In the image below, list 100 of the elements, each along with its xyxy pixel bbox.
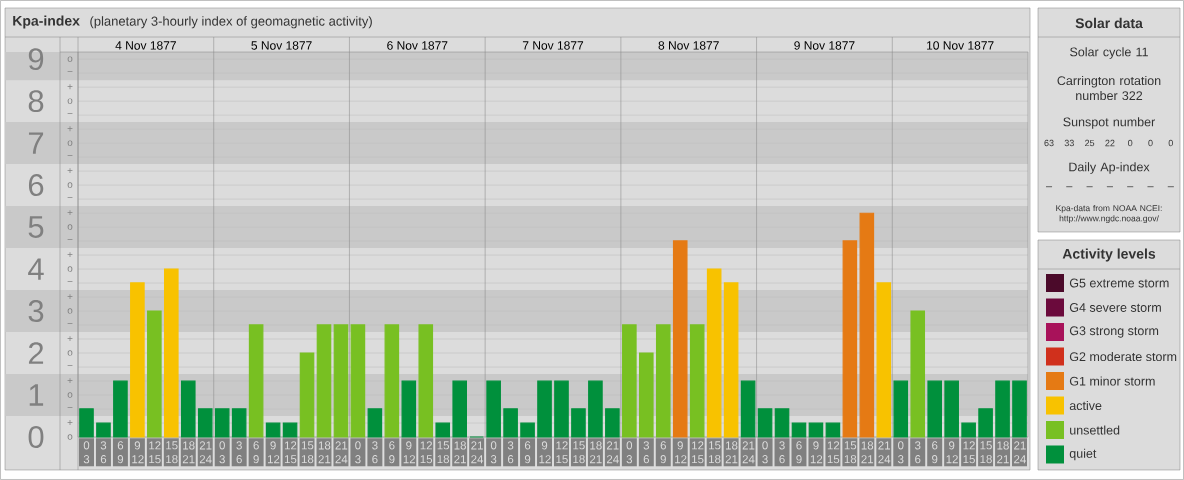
bar	[537, 380, 552, 438]
text: +	[67, 336, 73, 342]
x-tick-label: 0 3	[219, 441, 225, 464]
bar	[147, 310, 162, 438]
x-tick-label: 18 21	[725, 441, 738, 464]
x-tick-label: 9 12	[539, 441, 551, 464]
bar	[401, 380, 417, 438]
text: –	[1066, 186, 1073, 188]
text: Daily Ap-index	[1069, 162, 1150, 174]
x-tick-label: 18 21	[182, 441, 195, 464]
text: 4 Nov 1877	[115, 41, 176, 50]
bar	[978, 408, 993, 438]
x-tick-label: 9 12	[267, 441, 280, 464]
bar	[282, 422, 298, 438]
text: 0	[1168, 139, 1173, 147]
y-tick-label: 1	[29, 384, 44, 406]
bar	[740, 380, 756, 438]
x-tick-label: 9 12	[403, 441, 416, 464]
y-tick-label: 5	[28, 216, 44, 238]
bar	[418, 324, 434, 438]
bar	[605, 408, 620, 438]
x-tick-label: 9 12	[675, 441, 687, 464]
text: –	[1086, 186, 1093, 188]
legend-label: G4 severe storm	[1069, 303, 1161, 312]
text: o	[67, 56, 73, 62]
legend-label: quiet	[1069, 448, 1097, 461]
text: 10 Nov 1877	[927, 41, 994, 50]
bar	[180, 380, 196, 438]
text: o	[67, 308, 73, 314]
x-tick-label: 12 15	[556, 441, 568, 464]
x-tick-label: 15 18	[573, 441, 585, 464]
text: −	[67, 239, 73, 240]
x-tick-label: 6 9	[796, 441, 802, 464]
text: 0	[1148, 139, 1153, 147]
text: o	[67, 224, 73, 230]
x-tick-label: 18 21	[590, 441, 602, 464]
legend-label: G3 strong storm	[1069, 326, 1159, 338]
x-tick-label: 18 21	[861, 441, 874, 464]
x-tick-label: 15 18	[709, 441, 721, 464]
bar	[265, 422, 281, 438]
x-tick-label: 3 6	[914, 441, 921, 464]
x-tick-label: 0 3	[626, 441, 633, 464]
x-tick-label: 3 6	[779, 441, 785, 464]
text: o	[67, 266, 73, 272]
bar	[706, 268, 722, 438]
legend-label: active	[1069, 400, 1102, 411]
x-tick-label: 6 9	[932, 441, 938, 464]
x-tick-label: 21 24	[742, 441, 755, 464]
y-tick-label: 0	[28, 426, 44, 448]
y-tick-label: 7	[28, 132, 44, 154]
y-tick-label: 4	[28, 258, 44, 280]
text: Kpa-data from NOAA NCEI: http://www.ngdc.noaa.gov/	[1056, 204, 1162, 224]
text: 6 Nov 1877	[387, 41, 448, 50]
text: o	[67, 434, 73, 440]
x-tick-label: 21 24	[199, 441, 212, 464]
x-tick-label: 6 9	[524, 441, 531, 464]
bar	[130, 282, 145, 438]
legend-label: unsettled	[1070, 425, 1120, 435]
legend-label: G1 minor storm	[1069, 376, 1155, 386]
text: +	[67, 84, 73, 90]
text: 9 Nov 1877	[794, 41, 855, 50]
legend-label: G2 moderate storm	[1069, 351, 1177, 362]
text: Sunspot number	[1063, 117, 1156, 129]
bar	[1012, 380, 1027, 438]
x-tick-label: 15 18	[437, 441, 450, 464]
x-tick-label: 18 21	[318, 441, 331, 464]
text: −	[67, 113, 73, 114]
text: +	[67, 252, 73, 258]
chart-title: Kpa-index	[13, 15, 80, 29]
bar	[859, 212, 875, 438]
bar	[197, 408, 213, 438]
text: 5 Nov 1877	[251, 41, 312, 50]
x-tick-label: 6 9	[389, 441, 395, 464]
text: −	[67, 71, 73, 73]
x-tick-label: 3 6	[507, 441, 514, 464]
x-tick-label: 18 21	[997, 441, 1009, 464]
bar	[571, 408, 586, 438]
x-tick-label: 21 24	[471, 441, 484, 464]
text: −	[67, 155, 73, 156]
x-tick-label: 9 12	[810, 441, 823, 464]
x-tick-label: 0 3	[898, 441, 904, 464]
text: Solar data	[1075, 17, 1143, 29]
chart-subtitle: (planetary 3-hourly index of geomagnetic activity)	[90, 16, 372, 29]
x-tick-label: 0 3	[355, 441, 361, 464]
text: 7 Nov 1877	[522, 41, 584, 50]
text: −	[67, 365, 73, 366]
x-tick-label: 3 6	[372, 441, 378, 464]
bar	[808, 422, 824, 438]
bar	[876, 282, 892, 438]
text: –	[1127, 186, 1134, 188]
bar	[961, 422, 976, 438]
x-tick-label: 21 24	[878, 441, 891, 464]
x-tick-label: 9 12	[946, 441, 958, 464]
text: o	[67, 392, 73, 398]
y-tick-label: 3	[28, 300, 44, 323]
text: –	[1147, 186, 1154, 188]
text: –	[1106, 186, 1113, 188]
legend-label: G5 extreme storm	[1069, 278, 1169, 288]
x-tick-label: 12 15	[963, 441, 975, 464]
x-tick-label: 15 18	[844, 441, 857, 464]
